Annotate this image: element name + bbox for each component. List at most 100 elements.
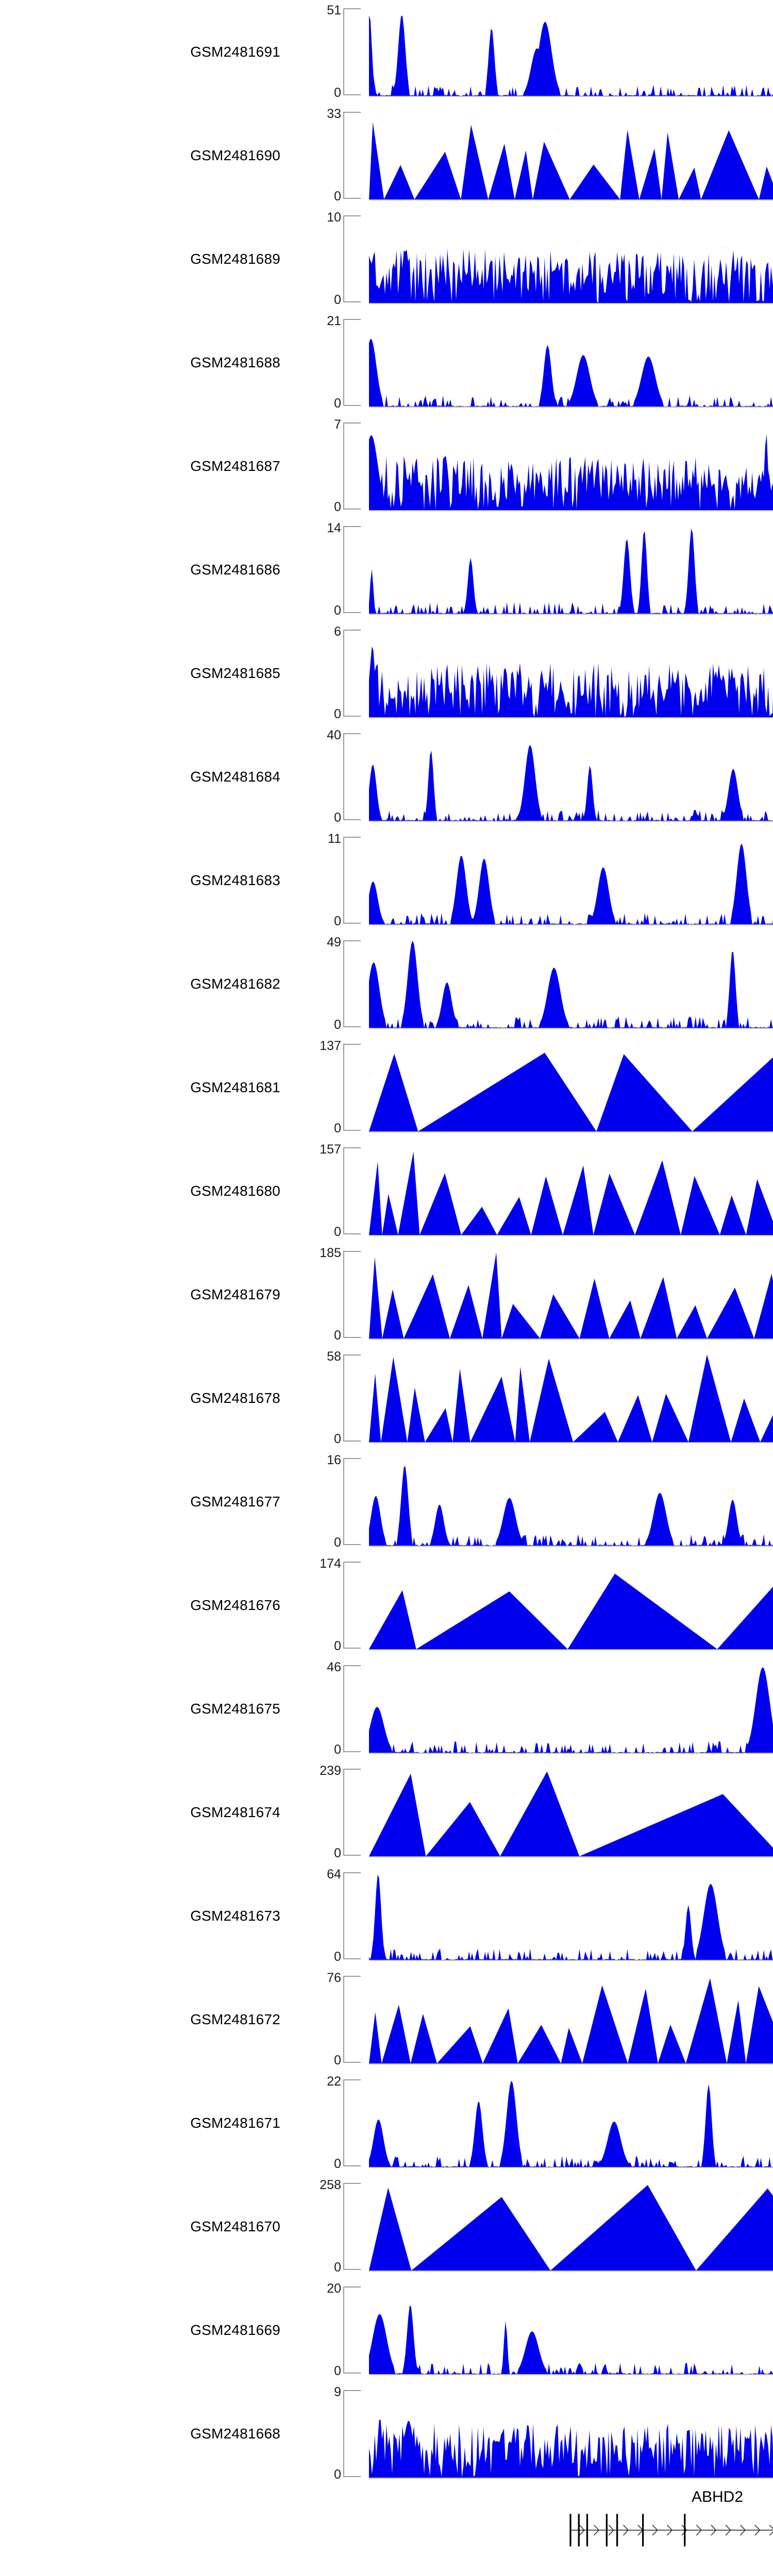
y-axis-bracket: [343, 1147, 361, 1234]
track-baseline: [369, 1753, 773, 1754]
track-y-axis: 46 0: [297, 1657, 365, 1760]
y-axis-bracket: [343, 1872, 361, 1959]
track-label-gsm2481672: GSM2481672: [190, 2011, 280, 2027]
track-y-axis: 157 0: [297, 1139, 365, 1243]
track-label-gsm2481691: GSM2481691: [190, 43, 280, 60]
y-axis-max: 137: [320, 1039, 341, 1053]
coverage-track: GSM2481684 40 0: [0, 725, 773, 828]
y-axis-bracket: [343, 2286, 361, 2374]
coverage-track: GSM2481673 64 0: [0, 1864, 773, 1968]
gene-name-label: ABHD2: [691, 2488, 744, 2505]
track-y-axis: 14 0: [297, 518, 365, 621]
y-axis-min: 0: [334, 810, 341, 825]
track-label-gsm2481669: GSM2481669: [190, 2321, 280, 2338]
track-baseline: [369, 199, 773, 200]
coverage-plot: [369, 1665, 773, 1753]
track-label-gsm2481676: GSM2481676: [190, 1597, 280, 1613]
y-axis-bracket: [343, 733, 361, 820]
coverage-plot: [369, 1872, 773, 1960]
track-baseline: [369, 1131, 773, 1132]
y-axis-min: 0: [334, 1535, 341, 1550]
y-axis-max: 51: [327, 3, 341, 18]
coverage-track: GSM2481681 137 0: [0, 1036, 773, 1139]
coverage-track: GSM2481677 16 0: [0, 1450, 773, 1553]
y-axis-max: 11: [328, 832, 341, 846]
coverage-plot: [369, 1769, 773, 1856]
y-axis-max: 6: [334, 624, 341, 639]
coverage-track: GSM2481689 10 0: [0, 207, 773, 311]
coverage-track: GSM2481675 46 0: [0, 1657, 773, 1760]
track-baseline: [369, 2063, 773, 2064]
coverage-plot: [369, 2286, 773, 2374]
track-y-axis: 174 0: [297, 1553, 365, 1657]
y-axis-bracket: [343, 112, 361, 199]
coverage-plot: [369, 1562, 773, 1649]
track-label-gsm2481679: GSM2481679: [190, 1286, 280, 1302]
track-baseline: [369, 2167, 773, 2168]
y-axis-bracket: [343, 940, 361, 1027]
y-axis-bracket: [343, 215, 361, 302]
y-axis-bracket: [343, 2390, 361, 2477]
y-axis-min: 0: [334, 86, 341, 100]
coverage-plot: [369, 2183, 773, 2270]
coverage-track: GSM2481690 33 0: [0, 104, 773, 207]
y-axis-bracket: [343, 526, 361, 613]
track-y-axis: 10 0: [297, 207, 365, 311]
y-axis-max: 40: [327, 728, 341, 742]
track-y-axis: 49 0: [297, 932, 365, 1036]
y-axis-bracket: [343, 837, 361, 924]
y-axis-max: 185: [320, 1246, 341, 1260]
track-baseline: [369, 303, 773, 304]
coverage-plot: [369, 1251, 773, 1338]
y-axis-min: 0: [334, 2260, 341, 2275]
track-baseline: [369, 2478, 773, 2479]
track-label-gsm2481686: GSM2481686: [190, 561, 280, 578]
y-axis-min: 0: [334, 914, 341, 928]
track-y-axis: 76 0: [297, 1968, 365, 2071]
y-axis-max: 46: [327, 1660, 341, 1674]
y-axis-min: 0: [334, 1950, 341, 1964]
y-axis-bracket: [343, 1251, 361, 1338]
track-label-gsm2481675: GSM2481675: [190, 1700, 280, 1717]
y-axis-min: 0: [334, 1225, 341, 1239]
y-axis-bracket: [343, 2183, 361, 2270]
coverage-plot: [369, 215, 773, 303]
y-axis-max: 10: [327, 210, 341, 225]
genome-axis-track: chr15 89.1Mb89.2Mb: [0, 2563, 773, 2576]
track-label-gsm2481681: GSM2481681: [190, 1079, 280, 1095]
track-label-gsm2481680: GSM2481680: [190, 1182, 280, 1199]
y-axis-bracket: [343, 630, 361, 717]
coverage-plot: [369, 422, 773, 510]
y-axis-max: 258: [320, 2178, 341, 2192]
track-y-axis: 11 0: [297, 828, 365, 932]
coverage-track: GSM2481682 49 0: [0, 932, 773, 1036]
track-label-gsm2481687: GSM2481687: [190, 457, 280, 474]
y-axis-max: 20: [327, 2281, 341, 2296]
y-axis-max: 64: [327, 1867, 341, 1882]
track-baseline: [369, 924, 773, 925]
track-label-gsm2481683: GSM2481683: [190, 872, 280, 888]
track-baseline: [369, 1960, 773, 1961]
coverage-track: GSM2481674 239 0: [0, 1760, 773, 1864]
y-axis-bracket: [343, 1044, 361, 1131]
y-axis-min: 0: [334, 603, 341, 618]
track-label-gsm2481673: GSM2481673: [190, 1907, 280, 1924]
coverage-plot: [369, 1354, 773, 1442]
track-y-axis: 22 0: [297, 2071, 365, 2175]
y-axis-max: 33: [327, 107, 341, 121]
y-axis-min: 0: [334, 1018, 341, 1032]
track-y-axis: 185 0: [297, 1243, 365, 1346]
coverage-track: GSM2481688 21 0: [0, 311, 773, 414]
coverage-track: GSM2481672 76 0: [0, 1968, 773, 2071]
track-y-axis: 239 0: [297, 1760, 365, 1864]
y-axis-min: 0: [334, 1328, 341, 1343]
y-axis-bracket: [343, 1976, 361, 2063]
coverage-track: GSM2481687 7 0: [0, 414, 773, 518]
coverage-track: GSM2481686 14 0: [0, 518, 773, 621]
track-baseline: [369, 614, 773, 615]
coverage-track: GSM2481679 185 0: [0, 1243, 773, 1346]
track-label-gsm2481690: GSM2481690: [190, 147, 280, 163]
y-axis-max: 22: [327, 2074, 341, 2089]
y-axis-bracket: [343, 1354, 361, 1442]
